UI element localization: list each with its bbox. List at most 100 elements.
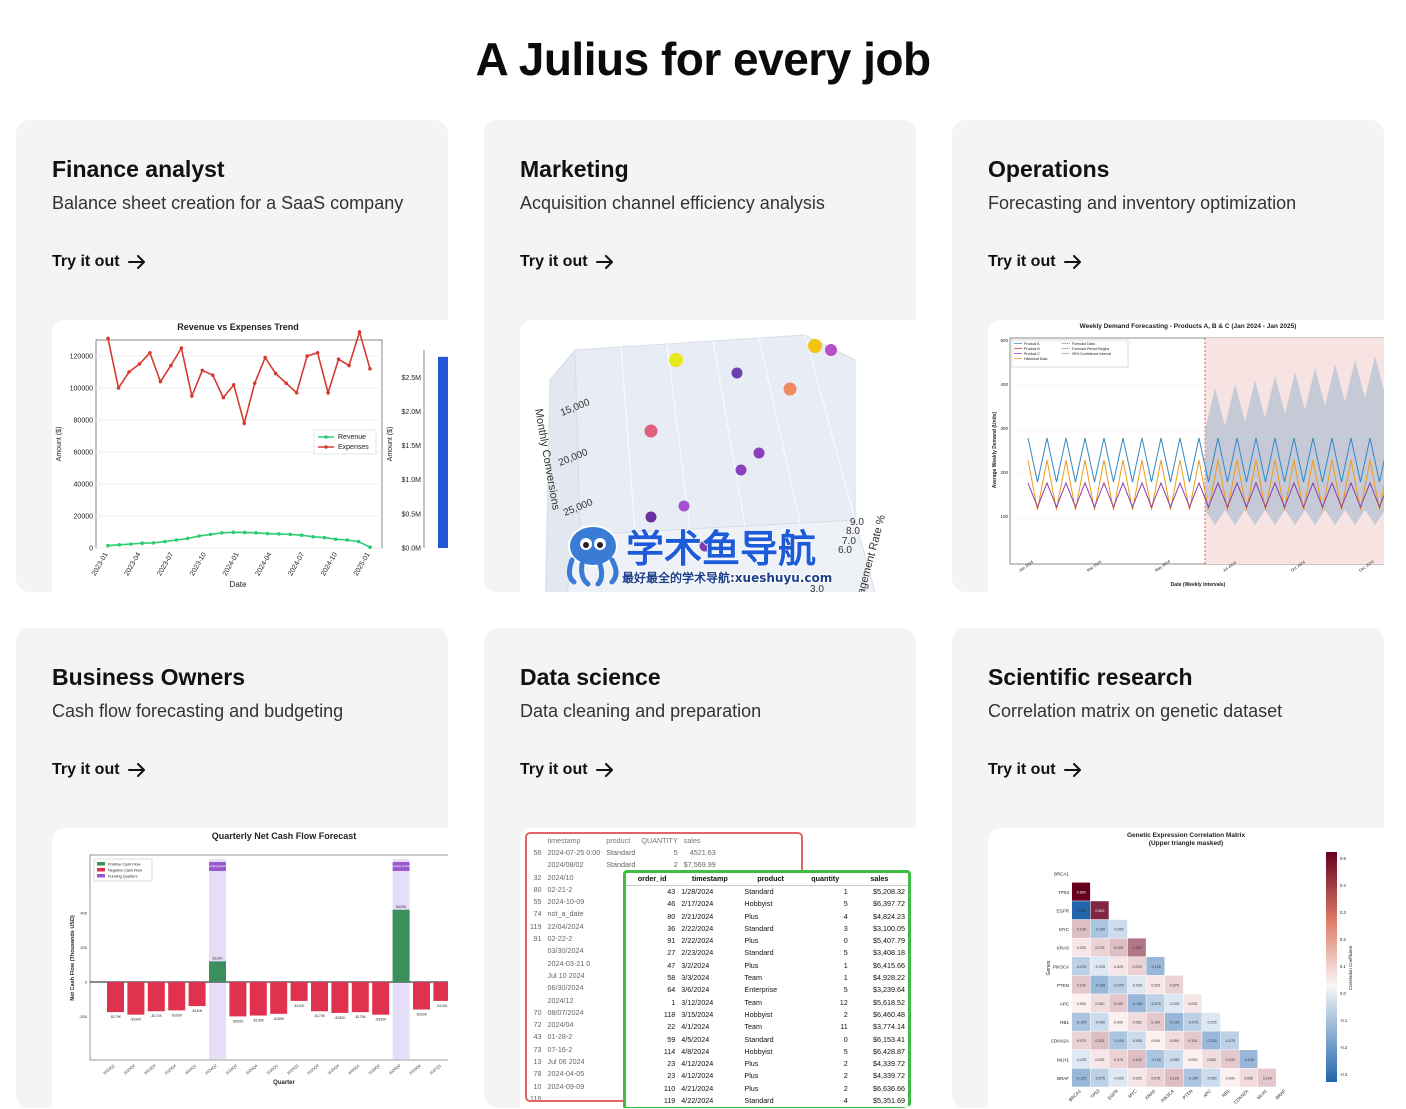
card-scientific-research[interactable]: Scientific research Correlation matrix o…	[952, 628, 1384, 1108]
scatter-point	[825, 344, 837, 356]
series-line	[1027, 459, 1384, 511]
table-cell: 4	[843, 911, 848, 921]
cell-value: -0.100	[1076, 1021, 1086, 1025]
table-cell: 4521.63	[689, 847, 716, 857]
column-header: timestamp	[678, 873, 742, 886]
table-cell: 3/15/2024	[681, 1009, 714, 1019]
column-header: product	[606, 835, 631, 845]
cell-value: 0.050	[1133, 1021, 1142, 1025]
column-header: order_id	[626, 873, 679, 886]
cell-value: -0.050	[1095, 1021, 1105, 1025]
card-finance-analyst[interactable]: Finance analyst Balance sheet creation f…	[16, 120, 448, 592]
cell-value: 0.075	[1077, 1039, 1086, 1043]
table-cell: Plus	[744, 1083, 759, 1093]
table-cell: 1/28/2024	[681, 887, 714, 897]
table-cell: $4,339.72	[873, 1071, 905, 1081]
cash-flow-bar	[413, 982, 430, 1010]
try-it-out-link[interactable]: Try it out	[520, 253, 614, 271]
chart-preview-operations: Weekly Demand Forecasting - Products A, …	[988, 320, 1384, 592]
table-cell: Standard	[744, 1095, 774, 1105]
card-subtitle: Cash flow forecasting and budgeting	[52, 701, 344, 721]
cash-flow-bar	[433, 982, 448, 1001]
col-label: TP53	[1089, 1088, 1100, 1099]
table-cell: 59	[667, 1034, 676, 1044]
table-cell: 72	[533, 1020, 542, 1030]
legend-label: Product A	[1024, 342, 1040, 346]
cell-value: 0.050	[1170, 1039, 1179, 1043]
y-tick-label: 0	[89, 546, 93, 553]
col-label: BRCA1	[1068, 1088, 1082, 1102]
row-label: MYC	[1059, 927, 1070, 932]
x-tick-label: 2025-01	[353, 551, 372, 577]
legend-label: Product C	[1024, 352, 1040, 356]
cash-flow-bar	[209, 961, 226, 982]
card-marketing[interactable]: Marketing Acquisition channel efficiency…	[484, 120, 916, 592]
try-it-out-label: Try it out	[52, 253, 120, 270]
cell-value: 0.075	[1151, 1076, 1160, 1080]
table-cell: 4/12/2024	[681, 1059, 714, 1069]
data-point	[208, 532, 213, 537]
cell-value: 0.025	[1095, 1058, 1104, 1062]
table-cell: 03/30/2024	[547, 946, 584, 956]
card-subtitle: Acquisition channel efficiency analysis	[520, 193, 825, 213]
table-row: 13 Jul 06 2024	[527, 1055, 719, 1067]
x-tick-label: 2023Q3	[144, 1064, 157, 1076]
try-it-out-link[interactable]: Try it out	[52, 761, 146, 779]
try-it-out-link[interactable]: Try it out	[988, 761, 1082, 779]
table-cell: 2024-03-21 0	[547, 958, 591, 968]
clean-table: order_id timestamp product quantity sales 43 1…	[626, 873, 908, 1107]
data-point	[211, 373, 215, 377]
x-tick-label: 2025Q3	[307, 1064, 320, 1076]
cell-value: 0.025	[1151, 983, 1160, 987]
data-point	[368, 367, 372, 371]
card-operations[interactable]: Operations Forecasting and inventory opt…	[952, 120, 1384, 592]
data-point	[252, 381, 257, 385]
table-cell	[544, 1092, 603, 1100]
table-cell: 2024/04	[547, 1020, 574, 1030]
cell-value: 0.125	[1095, 1039, 1104, 1043]
cell-value: 0.025	[1077, 946, 1086, 950]
table-row: Jul 10 2024	[527, 969, 719, 981]
bar-data-label: -$110K	[436, 1004, 448, 1008]
gridline	[758, 337, 801, 524]
try-it-out-label: Try it out	[520, 253, 588, 270]
table-cell: $5,208.32	[873, 887, 905, 897]
heatmap-cell	[1090, 919, 1109, 938]
table-cell: $6,415.66	[873, 960, 905, 970]
table-cell: $3,100.05	[873, 923, 905, 933]
try-it-out-label: Try it out	[988, 253, 1056, 270]
scatter-point	[645, 511, 657, 523]
table-cell: 06/30/2024	[547, 983, 584, 993]
cell-value: -0.100	[1095, 928, 1105, 932]
bar-data-label: -$190K	[130, 1018, 142, 1022]
table-cell: Enterprise	[744, 985, 778, 995]
cell-value: -0.125	[1206, 1039, 1216, 1043]
table-cell: Plus	[744, 911, 759, 921]
table-cell: Standard	[744, 887, 774, 897]
row-label: RB1	[1060, 1020, 1069, 1025]
table-cell	[527, 957, 544, 969]
x-tick-label: 2024-10	[320, 551, 339, 577]
table-cell: 23	[667, 1059, 676, 1069]
cash-flow-bar	[290, 982, 308, 1001]
card-title: Finance analyst	[52, 156, 225, 182]
cell-value: -0.050	[1132, 1039, 1142, 1043]
table-row: 23 4/12/2024 Plus 2 $4,339.72	[626, 1070, 908, 1082]
cell-value: 0.100	[1226, 1058, 1235, 1062]
x-tick-label: 2024Q2	[205, 1064, 218, 1076]
card-title: Scientific research	[988, 664, 1193, 690]
try-it-out-link[interactable]: Try it out	[520, 761, 614, 779]
cell-value: -0.125	[1169, 1021, 1179, 1025]
heatmap-cell	[1202, 1031, 1221, 1050]
data-point	[127, 370, 131, 374]
card-business-owners[interactable]: Business Owners Cash flow forecasting an…	[16, 628, 448, 1108]
chart-xlabel: Date (Weekly Intervals)	[1171, 582, 1226, 588]
table-row: 58 3/3/2024 Team 1 $4,928.22	[626, 971, 908, 983]
data-point	[326, 391, 330, 395]
try-it-out-link[interactable]: Try it out	[988, 253, 1082, 271]
table-cell: 114	[663, 1046, 676, 1056]
card-data-science[interactable]: Data science Data cleaning and preparati…	[484, 628, 916, 1108]
try-it-out-link[interactable]: Try it out	[52, 253, 146, 271]
table-cell: 78	[533, 1069, 542, 1079]
table-preview-data-science: timestamp product QUANTITY sales 56 2024-07-2…	[520, 828, 916, 1108]
